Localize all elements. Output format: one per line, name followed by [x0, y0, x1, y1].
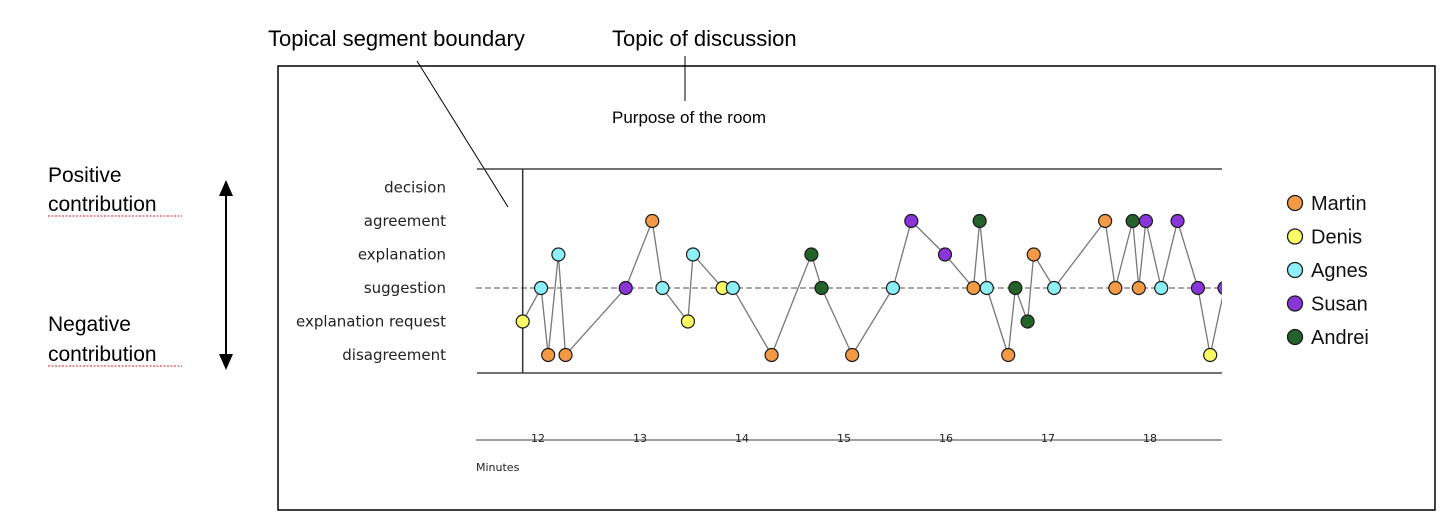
legend-label-susan: Susan — [1311, 294, 1368, 316]
y-label-decision: decision — [384, 179, 446, 197]
boundary-pointer-line — [416, 60, 509, 208]
x-tick-17: 17 — [1041, 432, 1055, 445]
arrow-down-head — [219, 354, 233, 370]
data-point-susan — [1138, 213, 1154, 229]
x-tick-16: 16 — [939, 432, 953, 445]
data-point-susan — [1217, 281, 1222, 295]
legend-marker-martin — [1286, 194, 1304, 212]
x-tick-15: 15 — [837, 432, 851, 445]
y-label-disagreement: disagreement — [342, 346, 446, 364]
x-tick-14: 14 — [735, 432, 749, 445]
data-point-denis — [1203, 347, 1218, 363]
x-axis-title: Minutes — [476, 461, 520, 474]
legend-label-andrei: Andrei — [1311, 327, 1369, 349]
topic-annotation: Topic of discussion — [612, 26, 797, 51]
data-point-martin — [1098, 213, 1113, 229]
data-point-martin — [1001, 347, 1016, 363]
boundary-annotation: Topical segment boundary — [268, 26, 525, 51]
data-point-andrei — [804, 247, 819, 262]
y-label-suggestion: suggestion — [364, 279, 446, 297]
data-point-agnes — [979, 280, 994, 296]
negative-label-line1: Negative — [48, 313, 131, 336]
data-point-denis — [515, 314, 530, 329]
data-point-agnes — [533, 280, 549, 296]
data-point-susan — [904, 213, 919, 229]
data-point-susan — [1170, 213, 1185, 229]
data-point-agnes — [685, 247, 701, 262]
x-tick-18: 18 — [1143, 432, 1157, 445]
positive-label-line2: contribution — [48, 193, 157, 216]
data-point-susan — [618, 280, 633, 296]
topic-title: Purpose of the room — [612, 108, 766, 127]
positive-label-line1: Positive — [48, 164, 122, 187]
x-tick-12: 12 — [531, 432, 545, 445]
legend-marker-agnes — [1286, 261, 1304, 279]
legend-marker-susan — [1286, 295, 1304, 312]
data-point-martin — [1108, 280, 1123, 296]
data-point-andrei — [814, 280, 829, 296]
y-label-agreement: agreement — [364, 212, 446, 230]
data-point-susan — [1190, 280, 1206, 296]
legend-label-denis: Denis — [1311, 227, 1362, 249]
data-point-agnes — [885, 280, 901, 296]
data-point-agnes — [551, 247, 566, 262]
data-point-martin — [558, 347, 573, 363]
data-point-andrei — [972, 213, 987, 229]
data-point-andrei — [1125, 213, 1140, 229]
legend-marker-denis — [1286, 228, 1304, 245]
data-point-martin — [645, 213, 660, 229]
y-label-explanation: explanation — [358, 246, 446, 264]
chart-frame — [277, 65, 1436, 511]
data-point-martin — [1131, 280, 1146, 296]
data-point-agnes — [655, 280, 670, 296]
data-point-martin — [764, 347, 779, 363]
data-point-agnes — [1047, 280, 1062, 296]
data-point-denis — [680, 314, 696, 329]
x-tick-13: 13 — [633, 432, 647, 445]
y-label-explanation-request: explanation request — [296, 313, 446, 331]
data-point-susan — [937, 247, 953, 262]
data-point-agnes — [1154, 280, 1169, 296]
legend-label-agnes: Agnes — [1311, 260, 1368, 282]
negative-label-line2: contribution — [48, 343, 157, 366]
data-point-andrei — [1020, 314, 1035, 329]
arrow-up-head — [219, 180, 233, 196]
legend-marker-andrei — [1286, 328, 1304, 346]
data-point-martin — [966, 280, 981, 296]
data-point-martin — [1026, 247, 1041, 262]
data-point-andrei — [1008, 280, 1023, 296]
legend-label-martin: Martin — [1311, 193, 1367, 215]
data-point-martin — [541, 347, 556, 363]
data-point-martin — [845, 347, 860, 363]
data-point-agnes — [725, 280, 740, 296]
